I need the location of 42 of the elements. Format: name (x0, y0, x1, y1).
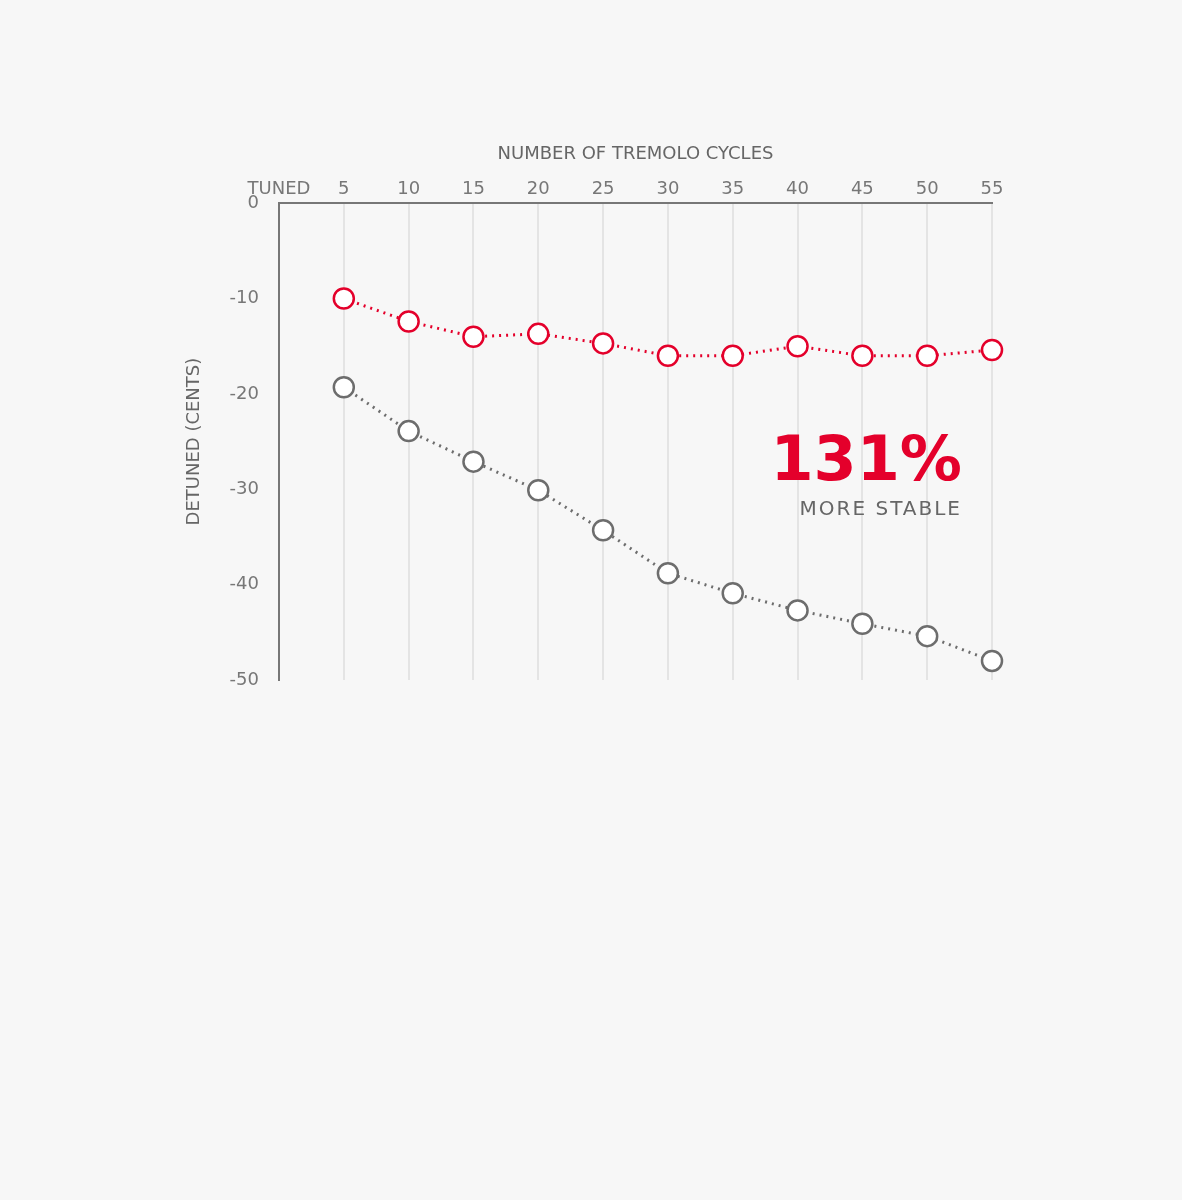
point (980, 649, 1004, 673)
point (591, 519, 615, 542)
point (397, 419, 420, 443)
x-axis-title: NUMBER OF TREMOLO CYCLES (497, 142, 774, 164)
y-tick-label: -50 (229, 667, 259, 689)
x-tick-label: 55 (980, 177, 1004, 199)
point (786, 334, 809, 358)
y-tick-label: -40 (229, 572, 259, 594)
point (915, 624, 939, 648)
x-tick-label: 35 (721, 177, 745, 199)
y-axis-title: DETUNED (CENTS) (182, 357, 204, 526)
point (851, 612, 874, 635)
point (462, 325, 485, 348)
point (527, 322, 550, 346)
x-tick-label: 45 (850, 177, 874, 199)
point (332, 287, 356, 310)
x-tick-label: 10 (397, 177, 421, 199)
y-tick-label: -20 (229, 381, 259, 403)
point (397, 310, 420, 333)
point (721, 581, 744, 605)
x-tick-label: 20 (526, 177, 550, 199)
annotation: MORE STABLE (799, 496, 962, 520)
x-tick-label: 25 (591, 177, 615, 199)
x-tick-label: 5 (338, 177, 350, 199)
point (786, 599, 809, 622)
point (527, 478, 550, 502)
x-tick-label: 30 (656, 177, 680, 199)
annotation: 131% (770, 422, 962, 495)
point (656, 561, 680, 585)
point (591, 332, 615, 355)
y-tick-label: -10 (229, 286, 259, 308)
x-tick-label: 40 (786, 177, 809, 199)
y-tick-label: -30 (229, 476, 259, 498)
point (915, 344, 939, 368)
point (851, 344, 874, 368)
x-tick-label: 15 (462, 177, 485, 199)
point (462, 450, 485, 473)
x-tick-label: 50 (915, 177, 939, 199)
point (980, 338, 1004, 362)
point (332, 376, 356, 399)
point (721, 344, 744, 368)
point (656, 344, 680, 368)
